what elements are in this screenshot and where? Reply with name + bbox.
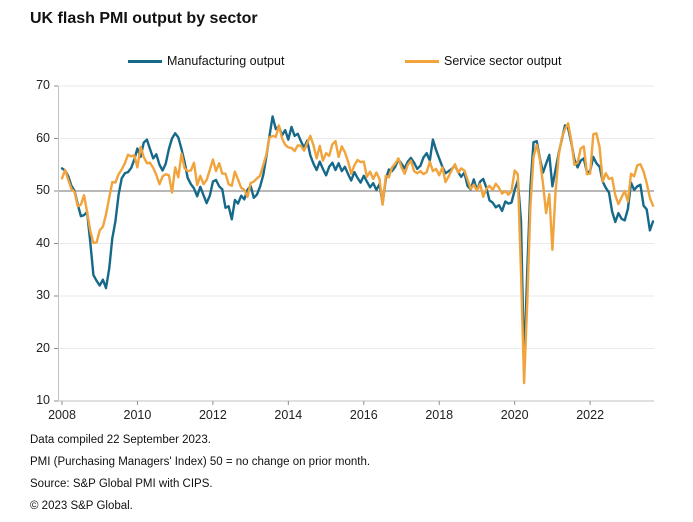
- footnote-copyright: © 2023 S&P Global.: [30, 500, 133, 512]
- pmi-line-chart: 10 20 30 40 50 60 70 2008 2010 2012 2014 2016 2018 20…: [36, 78, 655, 422]
- legend-label-services: Service sector output: [444, 54, 562, 68]
- y-tick-label: 20: [36, 340, 50, 355]
- legend-item-services: Service sector output: [405, 54, 561, 68]
- y-tick-label: 40: [36, 235, 50, 250]
- footnote-pmi-definition: PMI (Purchasing Managers' Index) 50 = no…: [30, 456, 371, 468]
- x-tick-label: 2008: [48, 408, 76, 422]
- footnote-data-compiled: Data compiled 22 September 2023.: [30, 434, 211, 446]
- plot-area: [54, 85, 655, 405]
- y-tick-label: 60: [36, 130, 50, 145]
- x-tick-label: 2010: [123, 408, 152, 422]
- service-sector-output-line: [60, 122, 655, 385]
- services-line-swatch-icon: [405, 59, 439, 63]
- manufacturing-output-line: [60, 115, 655, 368]
- y-tick-label: 10: [36, 393, 50, 407]
- x-tick-label: 2012: [198, 408, 227, 422]
- y-tick-label: 30: [36, 288, 50, 302]
- x-tick-label: 2014: [274, 408, 303, 422]
- footnotes: Data compiled 22 September 2023. PMI (Pu…: [30, 429, 370, 517]
- x-tick-label: 2018: [425, 408, 454, 422]
- chart-title: UK flash PMI output by sector: [30, 10, 258, 27]
- x-tick-label: 2016: [349, 408, 378, 422]
- footnote-source: Source: S&P Global PMI with CIPS.: [30, 478, 213, 490]
- x-tick-label: 2022: [576, 408, 605, 422]
- x-tick-label: 2020: [500, 408, 529, 422]
- legend-item-manufacturing: Manufacturing output: [128, 54, 284, 68]
- y-tick-label: 50: [36, 183, 50, 197]
- y-tick-label: 70: [36, 78, 50, 92]
- legend-label-manufacturing: Manufacturing output: [167, 54, 285, 68]
- manufacturing-line-swatch-icon: [128, 59, 162, 63]
